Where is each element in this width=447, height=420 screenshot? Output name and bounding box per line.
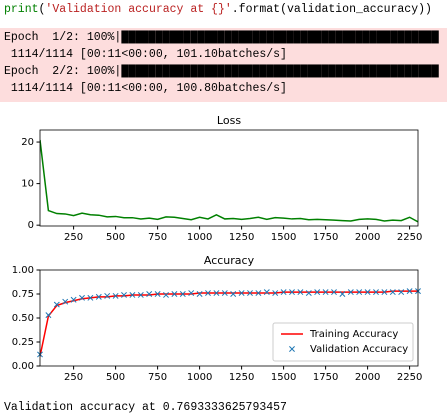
- legend-label: Training Accuracy: [309, 329, 398, 340]
- marker: [221, 290, 228, 296]
- marker: [196, 291, 203, 297]
- x-tick-label: 250: [64, 372, 83, 383]
- legend-box: [272, 322, 414, 362]
- legend-swatch: [289, 346, 295, 352]
- marker: [62, 298, 69, 305]
- y-tick-label: 0.50: [12, 313, 34, 324]
- x-tick-label: 750: [148, 232, 167, 243]
- marker: [364, 289, 371, 296]
- marker: [280, 289, 287, 296]
- marker: [205, 290, 211, 296]
- marker: [339, 291, 346, 297]
- marker: [163, 292, 169, 298]
- x-tick-label: 2000: [355, 232, 380, 243]
- x-tick-label: 1250: [229, 232, 254, 243]
- marker: [146, 291, 153, 297]
- y-tick-label: 0.00: [12, 361, 34, 372]
- marker: [272, 290, 279, 296]
- x-tick-label: 1750: [313, 372, 338, 383]
- x-tick-label: 250: [64, 232, 83, 243]
- marker: [289, 289, 295, 296]
- marker: [154, 291, 161, 297]
- x-tick-label: 1500: [271, 372, 296, 383]
- x-tick-label: 500: [106, 372, 125, 383]
- y-tick-label: 0.25: [12, 337, 34, 348]
- marker: [45, 312, 52, 319]
- marker: [53, 301, 60, 308]
- code-cell: print('Validation accuracy at {}'.format…: [4, 3, 432, 16]
- code-token: print(: [4, 3, 46, 16]
- stderr-line: Epoch 1/2: 100%|████████████████████████…: [4, 31, 439, 44]
- x-tick-label: 1000: [187, 232, 212, 243]
- marker: [255, 290, 262, 296]
- marker: [263, 289, 270, 296]
- x-tick-label: 1750: [313, 232, 338, 243]
- marker: [305, 290, 312, 296]
- code-token: 'Validation accuracy at {}': [45, 3, 232, 16]
- marker: [230, 291, 237, 297]
- line: [40, 139, 418, 223]
- marker: [79, 294, 85, 301]
- marker: [406, 288, 413, 295]
- x-tick-label: 750: [148, 372, 167, 383]
- marker: [314, 289, 321, 296]
- marker: [238, 290, 245, 296]
- marker: [70, 296, 77, 303]
- x-tick-label: 2250: [397, 372, 422, 383]
- y-tick-label: 1.00: [12, 265, 34, 276]
- marker: [347, 289, 354, 296]
- axes-frame: [39, 269, 419, 367]
- marker: [121, 292, 127, 298]
- stderr-line: Epoch 2/2: 100%|████████████████████████…: [4, 65, 439, 78]
- marker: [129, 292, 136, 298]
- axes-frame: [39, 129, 419, 227]
- chart-title: Loss: [217, 114, 241, 127]
- marker: [398, 289, 405, 296]
- y-tick-label: 0.75: [12, 289, 34, 300]
- marker: [322, 289, 329, 296]
- marker: [104, 292, 111, 299]
- stdout-output: Validation accuracy at 0.769333362579345…: [4, 401, 287, 414]
- marker: [137, 292, 144, 298]
- marker: [389, 289, 396, 296]
- marker: [87, 294, 94, 301]
- y-tick-label: 20: [21, 137, 34, 148]
- marker: [297, 289, 304, 296]
- marker: [381, 289, 388, 296]
- line: [40, 290, 418, 357]
- stderr-line: 1114/1114 [00:11<00:00, 101.10batches/s]: [4, 48, 287, 61]
- x-tick-label: 500: [106, 232, 125, 243]
- x-tick-label: 1500: [271, 232, 296, 243]
- charts: Loss 0 10 20 250 500 750 1000 1250 1500 1750 2000 22…: [12, 114, 423, 383]
- marker: [356, 289, 363, 296]
- marker: [179, 291, 186, 297]
- marker: [171, 291, 178, 297]
- marker: [188, 290, 195, 296]
- x-tick-label: 2000: [355, 372, 380, 383]
- marker: [373, 289, 379, 296]
- marker: [213, 290, 220, 296]
- stderr-line: 1114/1114 [00:11<00:00, 100.80batches/s]: [4, 82, 287, 95]
- legend-label: Validation Accuracy: [310, 344, 408, 355]
- marker: [95, 293, 102, 300]
- chart-title: Accuracy: [204, 254, 255, 267]
- marker: [247, 290, 253, 296]
- x-tick-label: 2250: [397, 232, 422, 243]
- marker: [331, 289, 337, 296]
- x-tick-label: 1250: [229, 372, 254, 383]
- stderr-output: Epoch 1/2: 100%|████████████████████████…: [0, 28, 447, 102]
- x-tick-label: 1000: [187, 372, 212, 383]
- marker: [112, 292, 119, 299]
- y-tick-label: 10: [21, 179, 34, 190]
- y-tick-label: 0: [28, 220, 34, 231]
- code-token: .format(validation_accuracy)): [231, 3, 432, 16]
